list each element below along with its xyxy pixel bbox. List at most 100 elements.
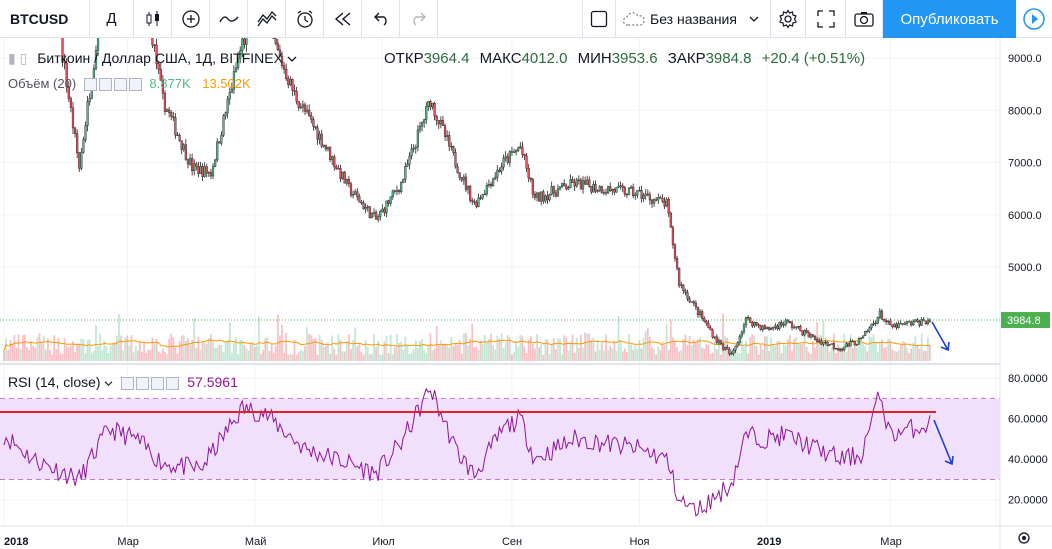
snapshot-button[interactable] bbox=[846, 0, 883, 38]
candle bbox=[644, 189, 647, 200]
candle bbox=[552, 185, 555, 197]
alert-button[interactable] bbox=[286, 0, 324, 38]
candle-body bbox=[734, 345, 737, 351]
candle-body bbox=[220, 134, 223, 144]
candle bbox=[475, 200, 478, 209]
candle bbox=[230, 82, 233, 93]
candle bbox=[165, 108, 169, 112]
candle-body bbox=[88, 98, 91, 102]
candle bbox=[508, 150, 511, 167]
volume-bar bbox=[272, 352, 275, 361]
candle bbox=[636, 190, 639, 199]
candle-body bbox=[328, 146, 332, 160]
price-axis[interactable]: 9000.0 8000.0 7000.0 6000.0 5000.0 bbox=[1008, 53, 1042, 274]
candle-body bbox=[397, 190, 401, 193]
candle bbox=[533, 191, 537, 201]
volume-bar bbox=[728, 353, 731, 361]
candle bbox=[694, 300, 697, 310]
candle-body bbox=[458, 172, 461, 178]
candle bbox=[550, 181, 553, 196]
candle-body bbox=[575, 179, 578, 187]
chevron-down-icon[interactable] bbox=[287, 55, 297, 63]
volume-bar bbox=[356, 346, 359, 361]
chart-area[interactable]: 9000.0 8000.0 7000.0 6000.0 5000.0 80.0000 60… bbox=[0, 38, 1052, 549]
candle-body bbox=[876, 317, 879, 324]
templates-button[interactable] bbox=[248, 0, 286, 38]
volume-bar bbox=[57, 338, 60, 361]
volume-bar bbox=[166, 354, 168, 361]
legend-eye-icon[interactable]: ▮ ▯ bbox=[8, 50, 28, 66]
rsi-legend-buttons[interactable] bbox=[121, 376, 180, 390]
volume-bar bbox=[134, 346, 137, 361]
candle-body bbox=[788, 320, 792, 323]
volume-bar bbox=[885, 347, 888, 361]
candle-body bbox=[402, 179, 405, 183]
volume-bar bbox=[481, 344, 484, 361]
chart-type-button[interactable] bbox=[134, 0, 172, 38]
candle-body bbox=[868, 327, 871, 332]
volume-bar bbox=[657, 346, 660, 361]
rsi-line bbox=[3, 387, 931, 517]
rsi-axis[interactable]: 80.0000 60.0000 40.0000 20.0000 bbox=[1008, 373, 1048, 507]
volume-bar bbox=[7, 349, 10, 361]
multi-layout-button[interactable] bbox=[582, 0, 616, 38]
volume-bar bbox=[444, 344, 446, 361]
time-tick-label: Июл bbox=[372, 536, 394, 548]
candle-body bbox=[418, 125, 422, 131]
volume-legend-buttons[interactable] bbox=[83, 78, 142, 92]
settings-button[interactable] bbox=[770, 0, 806, 38]
templates-icon bbox=[256, 10, 276, 26]
candle-body bbox=[452, 146, 455, 153]
rsi-value: 57.5961 bbox=[187, 374, 238, 390]
candle bbox=[512, 148, 516, 153]
volume-label[interactable]: Объём (20) bbox=[8, 76, 77, 91]
candle-body bbox=[717, 340, 720, 343]
volume-bar bbox=[101, 350, 104, 361]
candle bbox=[400, 181, 403, 194]
volume-bar bbox=[262, 349, 265, 361]
symbol-search-button[interactable]: BTCUSD bbox=[0, 0, 90, 38]
candle bbox=[404, 162, 407, 183]
volume-bar bbox=[287, 354, 290, 361]
publish-button[interactable]: Опубликовать bbox=[883, 0, 1016, 38]
candle bbox=[333, 154, 336, 171]
fullscreen-button[interactable] bbox=[806, 0, 846, 38]
time-axis-settings[interactable] bbox=[1018, 532, 1030, 544]
candle-body bbox=[830, 343, 833, 345]
interval-button[interactable]: Д bbox=[90, 0, 134, 38]
chevron-down-icon[interactable] bbox=[104, 380, 113, 387]
volume-bar bbox=[490, 333, 492, 361]
volume-bar bbox=[201, 341, 204, 361]
candle bbox=[903, 321, 907, 326]
candle bbox=[910, 320, 913, 327]
candle bbox=[469, 185, 472, 203]
candle bbox=[868, 326, 871, 333]
candle-body bbox=[542, 191, 545, 202]
candle bbox=[69, 96, 72, 113]
undo-button[interactable] bbox=[362, 0, 400, 38]
time-tick-label: Май bbox=[245, 536, 267, 548]
candle bbox=[360, 199, 363, 205]
candle bbox=[857, 337, 861, 345]
candle-body bbox=[816, 339, 819, 342]
candle-body bbox=[761, 325, 764, 330]
play-button[interactable] bbox=[1016, 0, 1052, 38]
volume-bar bbox=[596, 340, 599, 361]
volume-bar bbox=[274, 346, 277, 361]
indicators-button[interactable] bbox=[210, 0, 248, 38]
replay-button[interactable] bbox=[324, 0, 362, 38]
compare-button[interactable] bbox=[172, 0, 210, 38]
volume-bar bbox=[851, 347, 854, 361]
candle bbox=[176, 132, 179, 137]
candle-body bbox=[431, 102, 434, 108]
legend-title[interactable]: Биткоин / Доллар США, 1Д, BITFINEX bbox=[37, 50, 283, 66]
candle-body bbox=[611, 188, 614, 192]
rsi-label[interactable]: RSI (14, close) bbox=[8, 374, 101, 390]
candle bbox=[713, 336, 716, 340]
candle-body bbox=[354, 191, 357, 195]
candle bbox=[201, 163, 204, 181]
redo-button[interactable] bbox=[400, 0, 438, 38]
candle bbox=[481, 193, 484, 201]
time-axis[interactable]: 2018 Мар Май Июл Сен Ноя 2019 Мар bbox=[4, 536, 902, 548]
layout-name-button[interactable]: Без названия bbox=[616, 0, 770, 38]
